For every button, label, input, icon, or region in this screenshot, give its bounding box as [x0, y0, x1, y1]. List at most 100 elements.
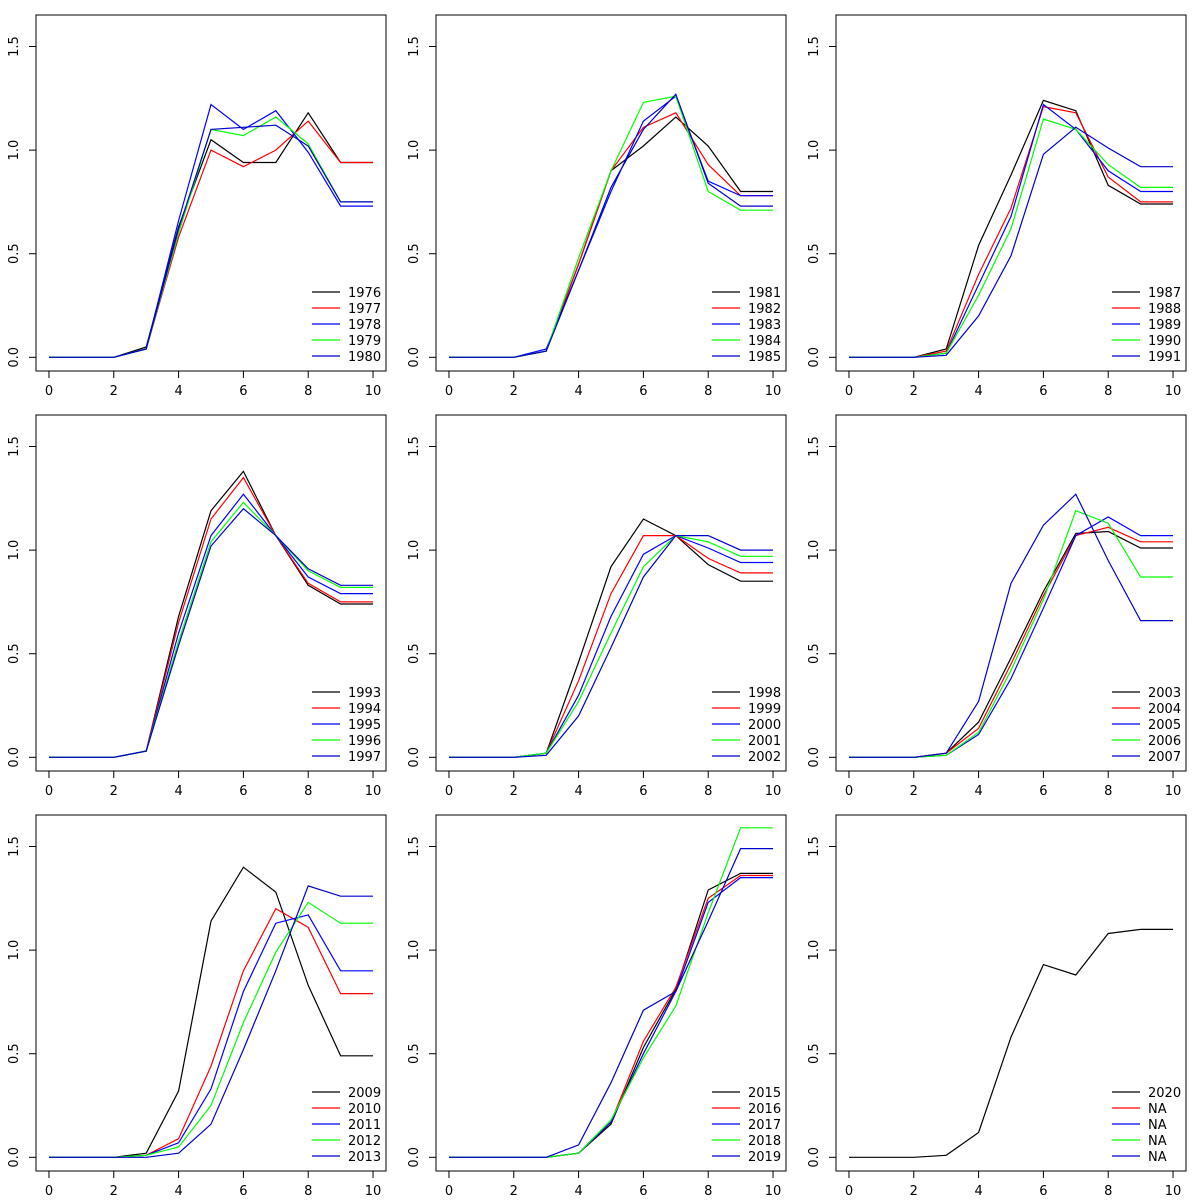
series-line	[49, 116, 373, 358]
x-tick-label: 10	[365, 784, 382, 799]
y-tick-label: 1.5	[7, 836, 22, 857]
y-tick-label: 1.5	[7, 436, 22, 457]
series-line	[49, 470, 373, 758]
x-tick-label: 6	[639, 784, 647, 799]
series-line	[449, 872, 773, 1158]
x-tick-label: 2	[510, 784, 518, 799]
y-tick-label: 0.0	[407, 347, 422, 368]
x-tick-label: 10	[1165, 1184, 1182, 1199]
legend-label: 1994	[348, 702, 381, 717]
legend-label: 2010	[348, 1102, 381, 1117]
series-line	[449, 93, 773, 358]
series-line	[49, 501, 373, 758]
x-tick-label: 0	[445, 384, 453, 399]
x-tick-label: 8	[1104, 1184, 1112, 1199]
y-tick-label: 1.0	[807, 940, 822, 961]
legend-label: 1998	[748, 686, 781, 701]
x-tick-label: 2	[510, 1184, 518, 1199]
legend-label: 1985	[748, 350, 781, 365]
y-tick-label: 0.0	[7, 347, 22, 368]
x-tick-label: 6	[1039, 784, 1047, 799]
series-line	[449, 877, 773, 1158]
y-tick-label: 1.0	[807, 540, 822, 561]
x-tick-label: 10	[765, 384, 782, 399]
series-line	[49, 885, 373, 1158]
x-tick-label: 0	[445, 1184, 453, 1199]
legend-label: 2015	[748, 1086, 781, 1101]
legend-label: 2000	[748, 718, 781, 733]
legend-label: 2009	[348, 1086, 381, 1101]
legend-label: 2005	[1148, 718, 1181, 733]
x-tick-label: 6	[1039, 384, 1047, 399]
y-tick-label: 0.5	[407, 243, 422, 264]
x-tick-label: 6	[239, 1184, 247, 1199]
y-tick-label: 1.5	[7, 36, 22, 57]
x-tick-label: 10	[1165, 784, 1182, 799]
series-line	[49, 507, 373, 758]
y-tick-label: 0.0	[807, 747, 822, 768]
x-tick-label: 4	[574, 1184, 582, 1199]
y-tick-label: 0.0	[807, 1147, 822, 1168]
series-line	[49, 124, 373, 358]
x-tick-label: 10	[765, 1184, 782, 1199]
series-line	[849, 526, 1173, 758]
x-tick-label: 6	[239, 384, 247, 399]
series-line	[49, 907, 373, 1158]
legend-label: 1976	[348, 286, 381, 301]
y-tick-label: 1.5	[407, 436, 422, 457]
legend-label: 1988	[1148, 302, 1181, 317]
plot-frame	[35, 414, 387, 772]
legend-label: 2017	[748, 1118, 781, 1133]
x-tick-label: 8	[1104, 384, 1112, 399]
legend-label: 1980	[348, 350, 381, 365]
x-tick-label: 0	[445, 784, 453, 799]
plot-frame	[835, 414, 1187, 772]
legend-label: 2007	[1148, 750, 1181, 765]
legend-label: 1984	[748, 334, 781, 349]
legend-label: 1999	[748, 702, 781, 717]
x-tick-label: 0	[45, 384, 53, 399]
y-tick-label: 1.0	[7, 940, 22, 961]
x-tick-label: 4	[974, 384, 982, 399]
legend-label: 1981	[748, 286, 781, 301]
y-tick-label: 1.0	[7, 540, 22, 561]
x-tick-label: 0	[45, 784, 53, 799]
series-line	[49, 476, 373, 758]
y-tick-label: 1.0	[7, 140, 22, 161]
legend-label: NA	[1148, 1118, 1167, 1133]
legend-label: 1991	[1148, 350, 1181, 365]
y-tick-label: 0.0	[7, 1147, 22, 1168]
y-tick-label: 1.5	[407, 836, 422, 857]
x-tick-label: 6	[639, 384, 647, 399]
x-tick-label: 2	[910, 1184, 918, 1199]
x-tick-label: 6	[1039, 1184, 1047, 1199]
y-tick-label: 0.0	[7, 747, 22, 768]
series-line	[49, 493, 373, 758]
legend-label: 2002	[748, 750, 781, 765]
legend-label: 1993	[348, 686, 381, 701]
series-line	[449, 848, 773, 1158]
x-tick-label: 0	[45, 1184, 53, 1199]
x-tick-label: 0	[845, 1184, 853, 1199]
x-tick-label: 8	[704, 1184, 712, 1199]
y-tick-label: 0.5	[407, 643, 422, 664]
series-line	[449, 116, 773, 358]
x-tick-label: 8	[304, 784, 312, 799]
y-tick-label: 1.5	[807, 36, 822, 57]
y-tick-label: 0.0	[407, 747, 422, 768]
x-tick-label: 0	[845, 784, 853, 799]
x-tick-label: 8	[704, 784, 712, 799]
plot-frame	[835, 14, 1187, 372]
x-tick-label: 8	[704, 384, 712, 399]
plot-frame	[435, 14, 787, 372]
series-line	[449, 95, 773, 358]
y-tick-label: 1.0	[807, 140, 822, 161]
series-line	[449, 535, 773, 758]
y-tick-label: 0.0	[807, 347, 822, 368]
x-tick-label: 4	[174, 384, 182, 399]
